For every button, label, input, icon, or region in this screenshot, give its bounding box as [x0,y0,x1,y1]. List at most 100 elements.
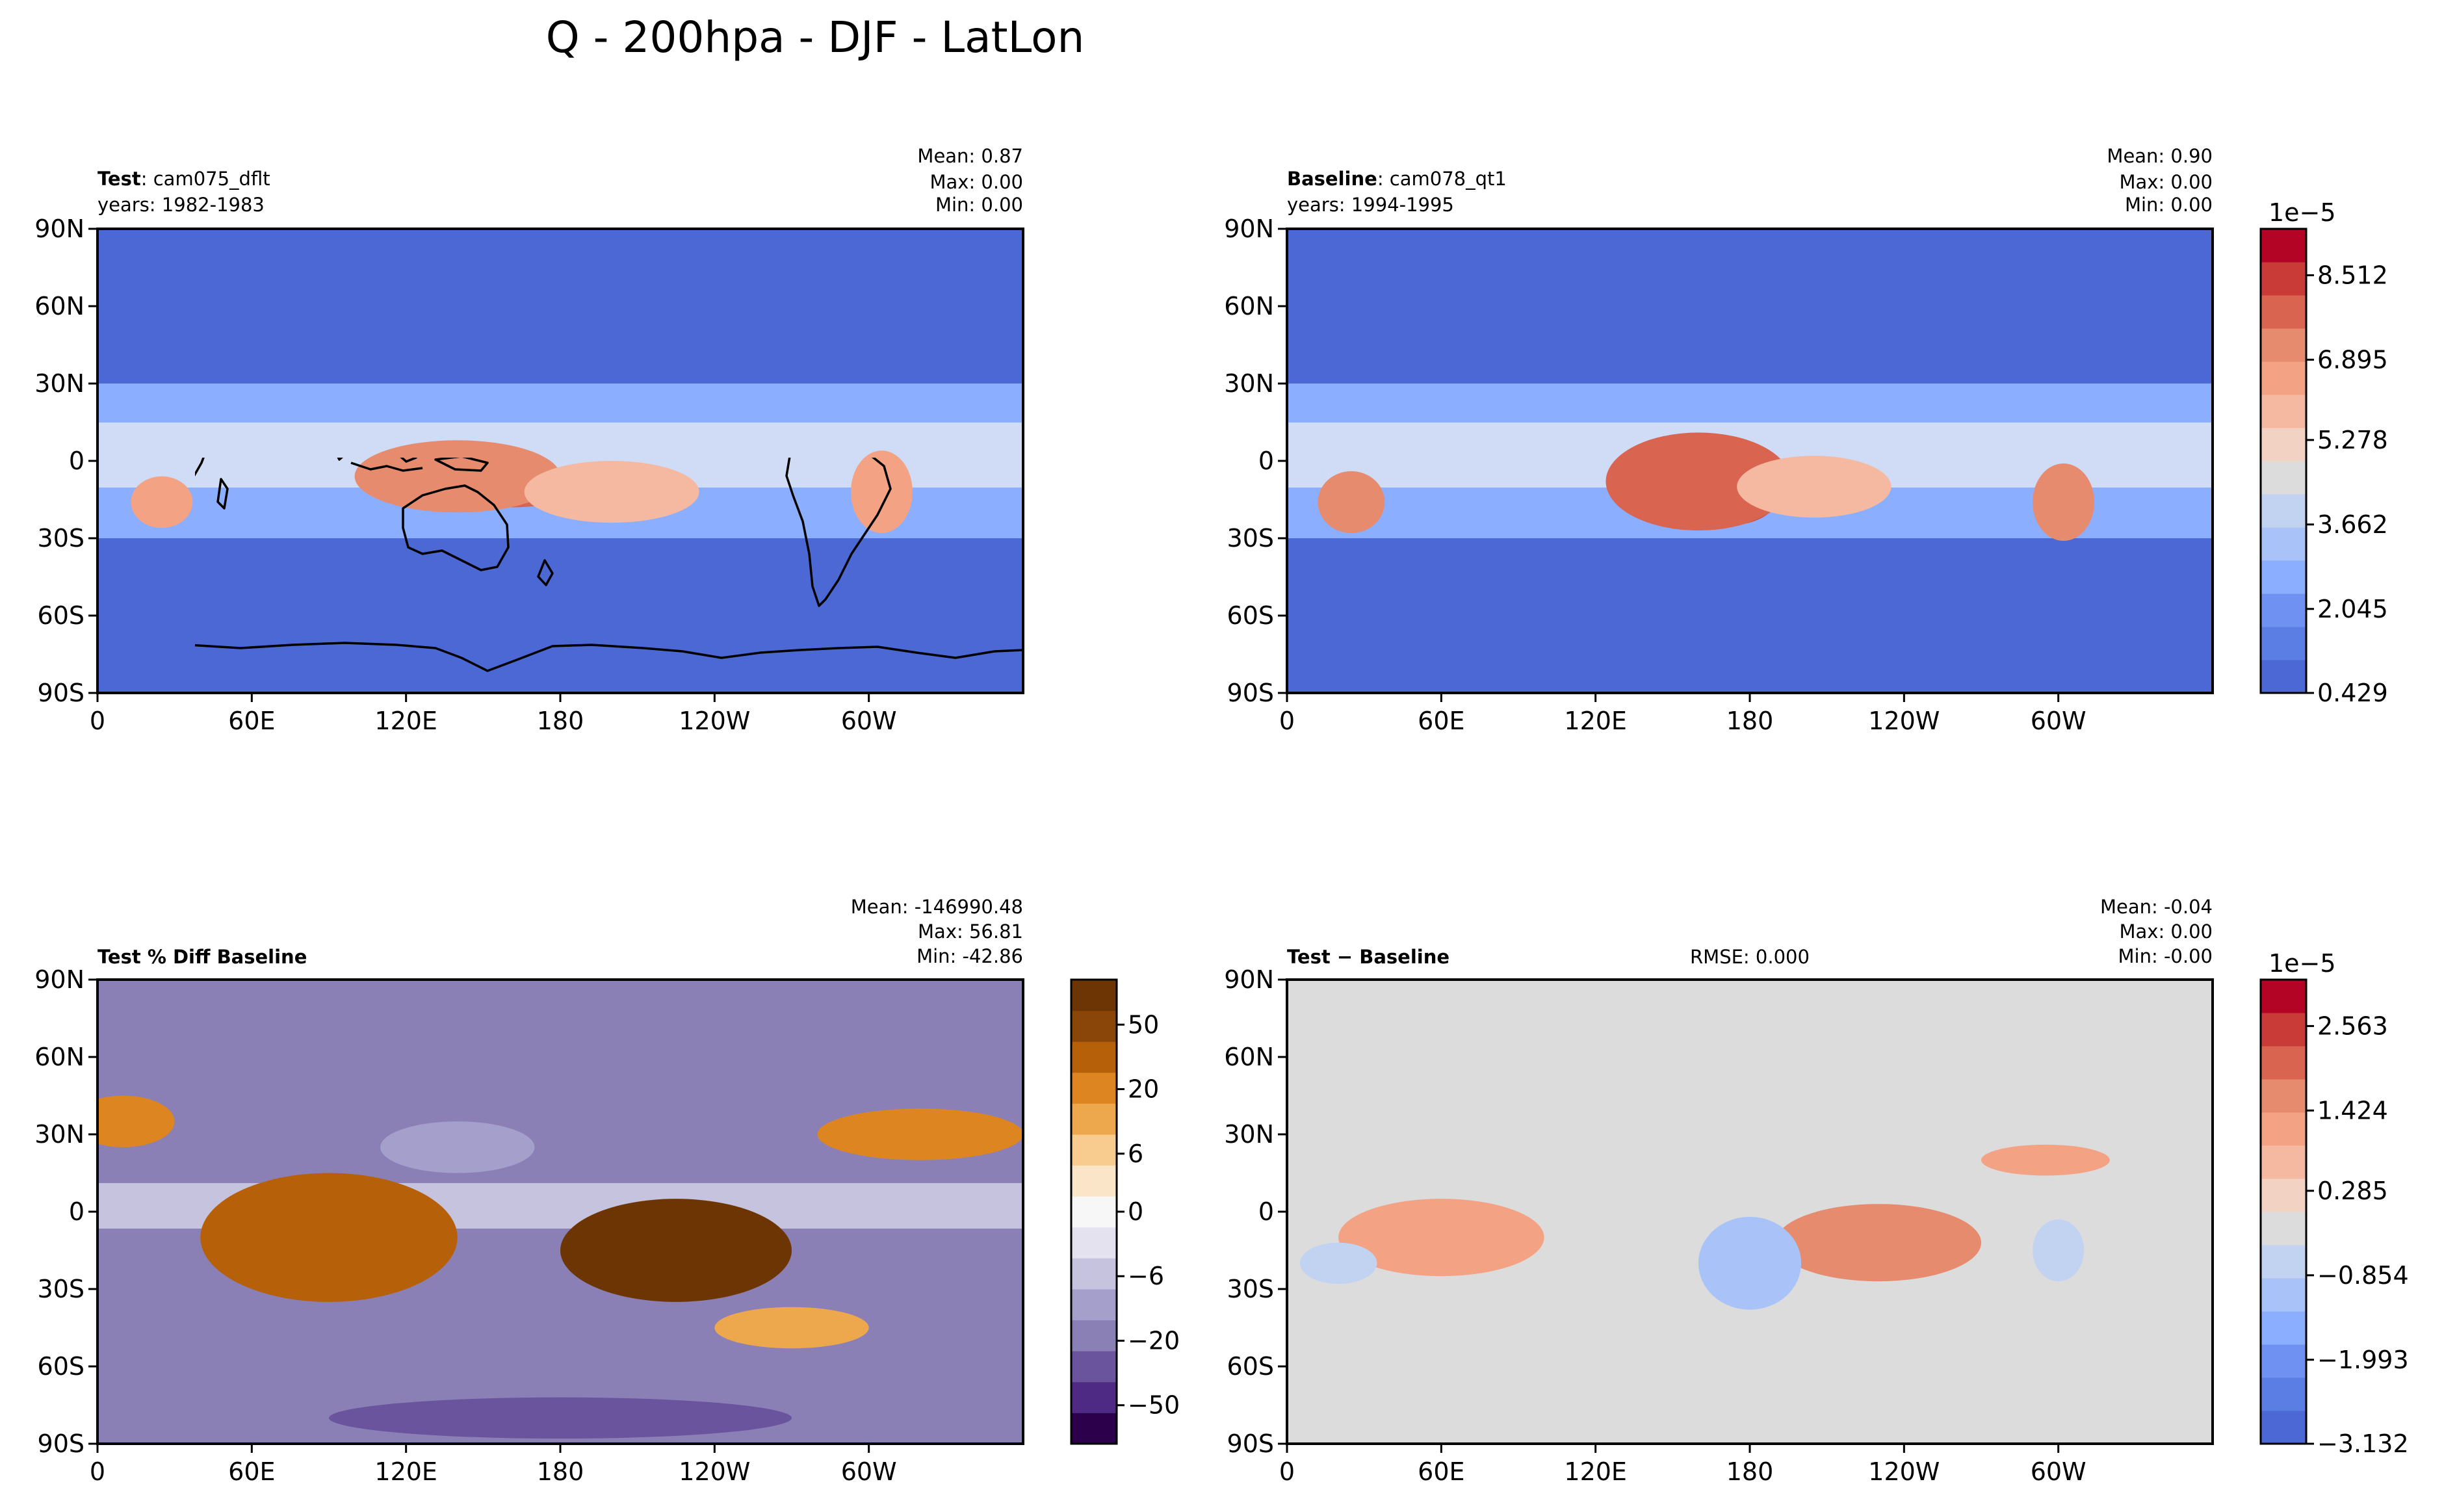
colorbar-segment [2261,560,2306,594]
lat-tick-label-pctdiff: 30S [38,1275,84,1303]
lat-tick-label-baseline: 60N [1224,292,1274,320]
heatmap-region [1318,471,1385,534]
colorbar-pctdiff-tick: −6 [1128,1262,1164,1290]
lat-tick-label-test: 60N [34,292,84,320]
lat-tick-label-baseline: 30N [1224,369,1274,398]
lat-tick-label-diff: 30N [1224,1120,1274,1149]
coastline [402,484,510,571]
lat-tick-label-diff: 90S [1227,1429,1274,1458]
lat-tick-label-test: 30N [34,369,84,398]
stat-max-test: Max: 0.00 [930,171,1023,193]
lat-tick-label-pctdiff: 60S [38,1352,84,1381]
lat-tick-label-baseline: 30S [1227,524,1274,553]
colorbar-segment [2261,229,2306,263]
panel-diff: Test − Baseline RMSE: 0.000 Mean: -0.04 … [1224,896,2214,1486]
lat-tick-label-test: 90S [38,679,84,707]
heatmap-region [1698,1216,1802,1310]
stat-max-diff: Max: 0.00 [2119,920,2213,943]
colorbar-segment [1071,1103,1117,1135]
lon-tick-label-baseline: 0 [1279,707,1295,735]
lat-tick-label-diff: 60S [1227,1352,1274,1381]
colorbar-segment [1071,1320,1117,1351]
colorbar-segment [2261,295,2306,329]
lat-tick-label-test: 0 [69,447,84,475]
lat-tick-label-baseline: 0 [1258,447,1274,475]
lon-tick-label-test: 0 [90,707,105,735]
stat-mean-baseline: Mean: 0.90 [2107,145,2213,167]
coastline [785,458,892,607]
stat-mean-diff: Mean: -0.04 [2100,896,2213,918]
heatmap-region [1775,1204,1981,1282]
lat-tick-label-pctdiff: 60N [34,1043,84,1071]
coastline [537,559,554,586]
coastline [350,462,423,472]
heatmap-region [850,450,913,534]
stat-min-baseline: Min: 0.00 [2125,194,2213,216]
colorbar-diff-tick: 2.563 [2317,1011,2388,1040]
lat-tick-label-test: 60S [38,601,84,630]
lon-tick-label-baseline: 60E [1418,707,1464,735]
colorbar-segment [1071,1010,1117,1042]
stat-min-pctdiff: Min: -42.86 [916,945,1023,967]
colorbar-segment [1071,1165,1117,1197]
colorbar-segment [2261,1112,2306,1146]
lon-tick-label-test: 60E [228,707,275,735]
heatmap-pctdiff-field [98,980,1023,1444]
heatmap-baseline-field [1287,229,2213,693]
panel-baseline: Baseline: cam078_qt1 years: 1994-1995 Me… [1224,145,2214,735]
coastline [400,458,417,463]
lon-tick-label-pctdiff: 0 [90,1457,105,1486]
heatmap-region [1518,1139,1673,1181]
lat-tick-label-pctdiff: 90S [38,1429,84,1458]
heatmap-test-field [98,229,1023,693]
lon-tick-label-pctdiff: 120E [374,1457,437,1486]
colorbar-pctdiff-tick: −50 [1128,1391,1180,1420]
colorbar-segment [2261,262,2306,296]
years-baseline: years: 1994-1995 [1287,194,1454,216]
colorbar-segment [2261,428,2306,462]
colorbar-main-exponent: 1e−5 [2268,198,2336,227]
colorbar-pctdiff-tick: 50 [1128,1010,1159,1039]
lat-tick-label-diff: 30S [1227,1275,1274,1303]
colorbar-main-tick: 8.512 [2317,261,2388,289]
colorbar-main-tick: 2.045 [2317,595,2388,623]
colorbar-pctdiff-tick: 6 [1128,1140,1143,1168]
lon-tick-label-baseline: 180 [1726,707,1774,735]
colorbar-diff-ticklabels: 2.563 1.424 0.285 −0.854 −1.993 −3.132 [2317,1011,2409,1458]
heatmap-region [329,1397,792,1439]
colorbar-pctdiff-ticklabels: 50 20 6 0 −6 −20 −50 [1128,1010,1180,1419]
colorbar-main-tick: 3.662 [2317,510,2388,539]
lat-tick-label-diff: 60N [1224,1043,1274,1071]
colorbar-pctdiff-tick: 20 [1128,1075,1159,1104]
lon-tick-label-diff: 120W [1868,1457,1940,1486]
colorbar-segment [2261,660,2306,694]
lon-tick-label-test: 180 [537,707,584,735]
lon-tick-label-diff: 60W [2031,1457,2086,1486]
colorbar-segment [2261,593,2306,627]
colorbar-segment [2261,461,2306,495]
heatmap-diff-field [1287,980,2213,1444]
heatmap-region [354,440,560,513]
lat-tick-label-diff: 0 [1258,1197,1274,1226]
lon-tick-label-diff: 60E [1418,1457,1464,1486]
colorbar-segment [2261,1079,2306,1113]
coastline [216,478,229,510]
panel-pctdiff: Test % Diff Baseline Mean: -146990.48 Ma… [34,896,1024,1486]
lat-tick-label-baseline: 90N [1224,215,1274,243]
colorbar-pctdiff: 50 20 6 0 −6 −20 −50 [1070,978,1180,1445]
colorbar-segment [1071,1134,1117,1166]
colorbar-segment [2261,1179,2306,1212]
colorbar-frame [2259,978,2308,1445]
colorbar-segment [2261,1377,2306,1411]
lon-tick-label-pctdiff: 60E [228,1457,275,1486]
lat-tick-label-pctdiff: 0 [69,1197,84,1226]
colorbar-segment [1071,980,1117,1011]
stat-min-test: Min: 0.00 [935,194,1023,216]
colorbar-segment [2261,494,2306,528]
colorbar-segment [2261,1013,2306,1047]
lon-tick-label-pctdiff: 60W [841,1457,897,1486]
colorbar-diff-tick: −0.854 [2317,1261,2409,1290]
colorbar-segment [2261,1411,2306,1444]
stat-min-diff: Min: -0.00 [2118,945,2213,967]
lat-tick-label-baseline: 90S [1227,679,1274,707]
